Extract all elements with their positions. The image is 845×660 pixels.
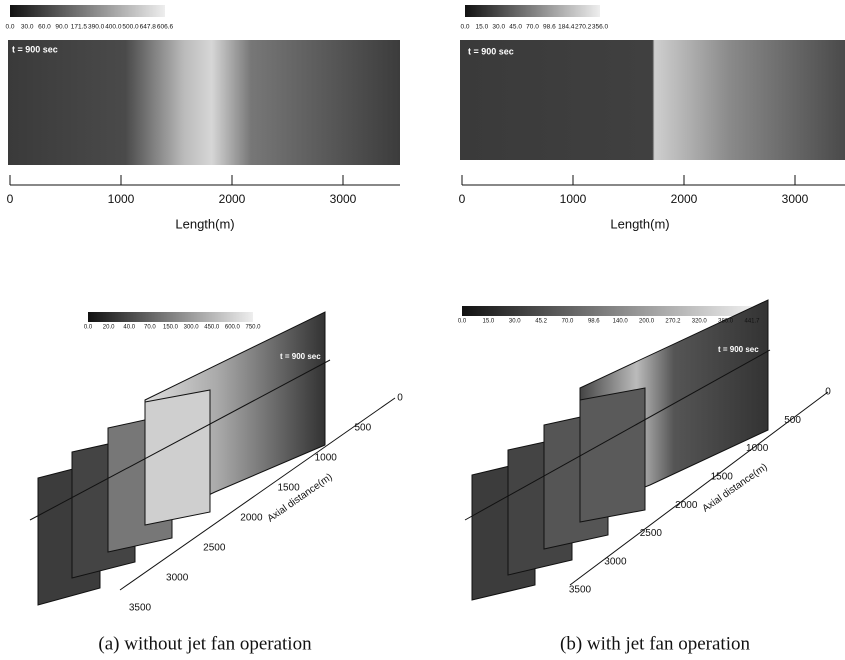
axis-tick-label: 3000 [604,556,627,567]
colorbar-label: 0.0 [84,325,93,331]
colorbar-label: 450.0 [204,325,220,331]
axis-tick-label: 1000 [315,453,338,464]
colorbar [10,5,165,17]
colorbar [465,5,600,17]
colorbar-label: 270.2 [665,319,681,325]
colorbar [462,306,752,316]
shapes [8,5,845,605]
axis-tick-label: 1500 [277,483,300,494]
axis-label: Length(m) [175,216,234,231]
time-label: t = 900 sec [12,44,58,54]
axis-tick-label: 2000 [671,192,698,206]
colorbar-label: 270.2 [575,24,592,31]
colorbar-label: 90.0 [55,24,68,31]
axis-label: Axial distance(m) [266,472,335,525]
axis-tick-label: 3000 [166,573,189,584]
colorbar-label: 600.0 [225,325,241,331]
time-label: t = 900 sec [718,345,759,354]
axis-tick-label: 1000 [746,443,769,454]
axis-tick-label: 0 [397,393,403,404]
colorbar-label: 356.0 [592,24,609,31]
colorbar-label: 70.0 [144,325,156,331]
axis-tick-label: 0 [459,192,466,206]
axis-tick-label: 3000 [330,192,357,206]
axis-tick-label: 3500 [129,603,152,614]
axis-tick-label: 2500 [640,528,663,539]
colorbar-label: 98.6 [543,24,556,31]
colorbar-label: 150.0 [163,325,179,331]
colorbar-label: 98.6 [588,319,600,325]
axis-tick-label: 3000 [782,192,809,206]
colorbar-label: 200.0 [639,319,655,325]
axis-label: Length(m) [610,216,669,231]
time-label: t = 900 sec [468,46,514,56]
colorbar-label: 45.2 [535,319,547,325]
axis-tick-label: 2000 [219,192,246,206]
colorbar-label: 30.0 [492,24,505,31]
colorbar-label: 20.0 [103,325,115,331]
figure: 0.0 30.0 60.0 90.0171.5390.0400.0500.0647.8… [0,0,845,660]
axis-label: Axial distance(m) [701,462,770,515]
axis-tick-label: 500 [784,415,801,426]
axis-tick-label: 1000 [560,192,587,206]
axis-tick-label: 2000 [675,500,698,511]
colorbar-label: 70.0 [526,24,539,31]
axis-tick-label: 1500 [711,471,734,482]
slices-a [30,312,395,605]
colorbar-label: 606.6 [157,24,174,31]
caption: (b) with jet fan operation [560,633,750,654]
colorbar-label: 70.0 [562,319,574,325]
colorbar-label: 750.0 [245,325,261,331]
colorbar-label: 390.0 [88,24,105,31]
colorbar-label: 380.0 [718,319,734,325]
colorbar-label: 400.0 [105,24,122,31]
time-label: t = 900 sec [280,352,321,361]
caption: (a) without jet fan operation [98,633,312,654]
colorbar-label: 0.0 [458,319,467,325]
colorbar-label: 0.0 [5,24,14,31]
colorbar-label: 300.0 [184,325,200,331]
colorbar-label: 15.0 [476,24,489,31]
axis-tick-label: 2500 [203,543,226,554]
colorbar-label: 40.0 [123,325,135,331]
colorbar-label: 15.0 [483,319,495,325]
axis-tick-label: 500 [355,423,372,434]
colorbar-label: 60.0 [38,24,51,31]
axis-tick-label: 3500 [569,585,592,596]
axis-tick-label: 0 [7,192,14,206]
colorbar [88,312,253,322]
contour-image [460,40,845,160]
axis-tick-label: 0 [825,387,831,398]
axis-tick-label: 1000 [108,192,135,206]
colorbar-label: 184.4 [558,24,575,31]
contour-image [8,40,400,165]
slices-b [465,300,828,600]
colorbar-label: 441.7 [744,319,760,325]
colorbar-label: 30.0 [21,24,34,31]
colorbar-label: 320.0 [692,319,708,325]
colorbar-label: 140.0 [613,319,629,325]
colorbar-label: 0.0 [460,24,469,31]
colorbar-label: 171.5 [71,24,88,31]
colorbar-label: 500.0 [122,24,139,31]
axis-tick-label: 2000 [240,513,263,524]
colorbar-label: 647.8 [140,24,157,31]
colorbar-label: 30.0 [509,319,521,325]
colorbar-label: 45.0 [509,24,522,31]
